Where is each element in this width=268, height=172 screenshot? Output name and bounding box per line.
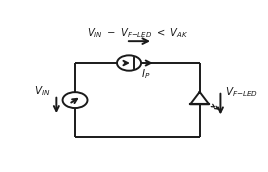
Text: $V_{IN}$: $V_{IN}$ (34, 85, 50, 98)
Text: $V_{F\mathrm{-}LED}$: $V_{F\mathrm{-}LED}$ (225, 85, 258, 99)
Text: $V_{IN}\ -\ V_{F\mathrm{-}LED}\ <\ V_{AK}$: $V_{IN}\ -\ V_{F\mathrm{-}LED}\ <\ V_{AK… (87, 27, 188, 40)
Text: $I_P$: $I_P$ (141, 67, 150, 81)
